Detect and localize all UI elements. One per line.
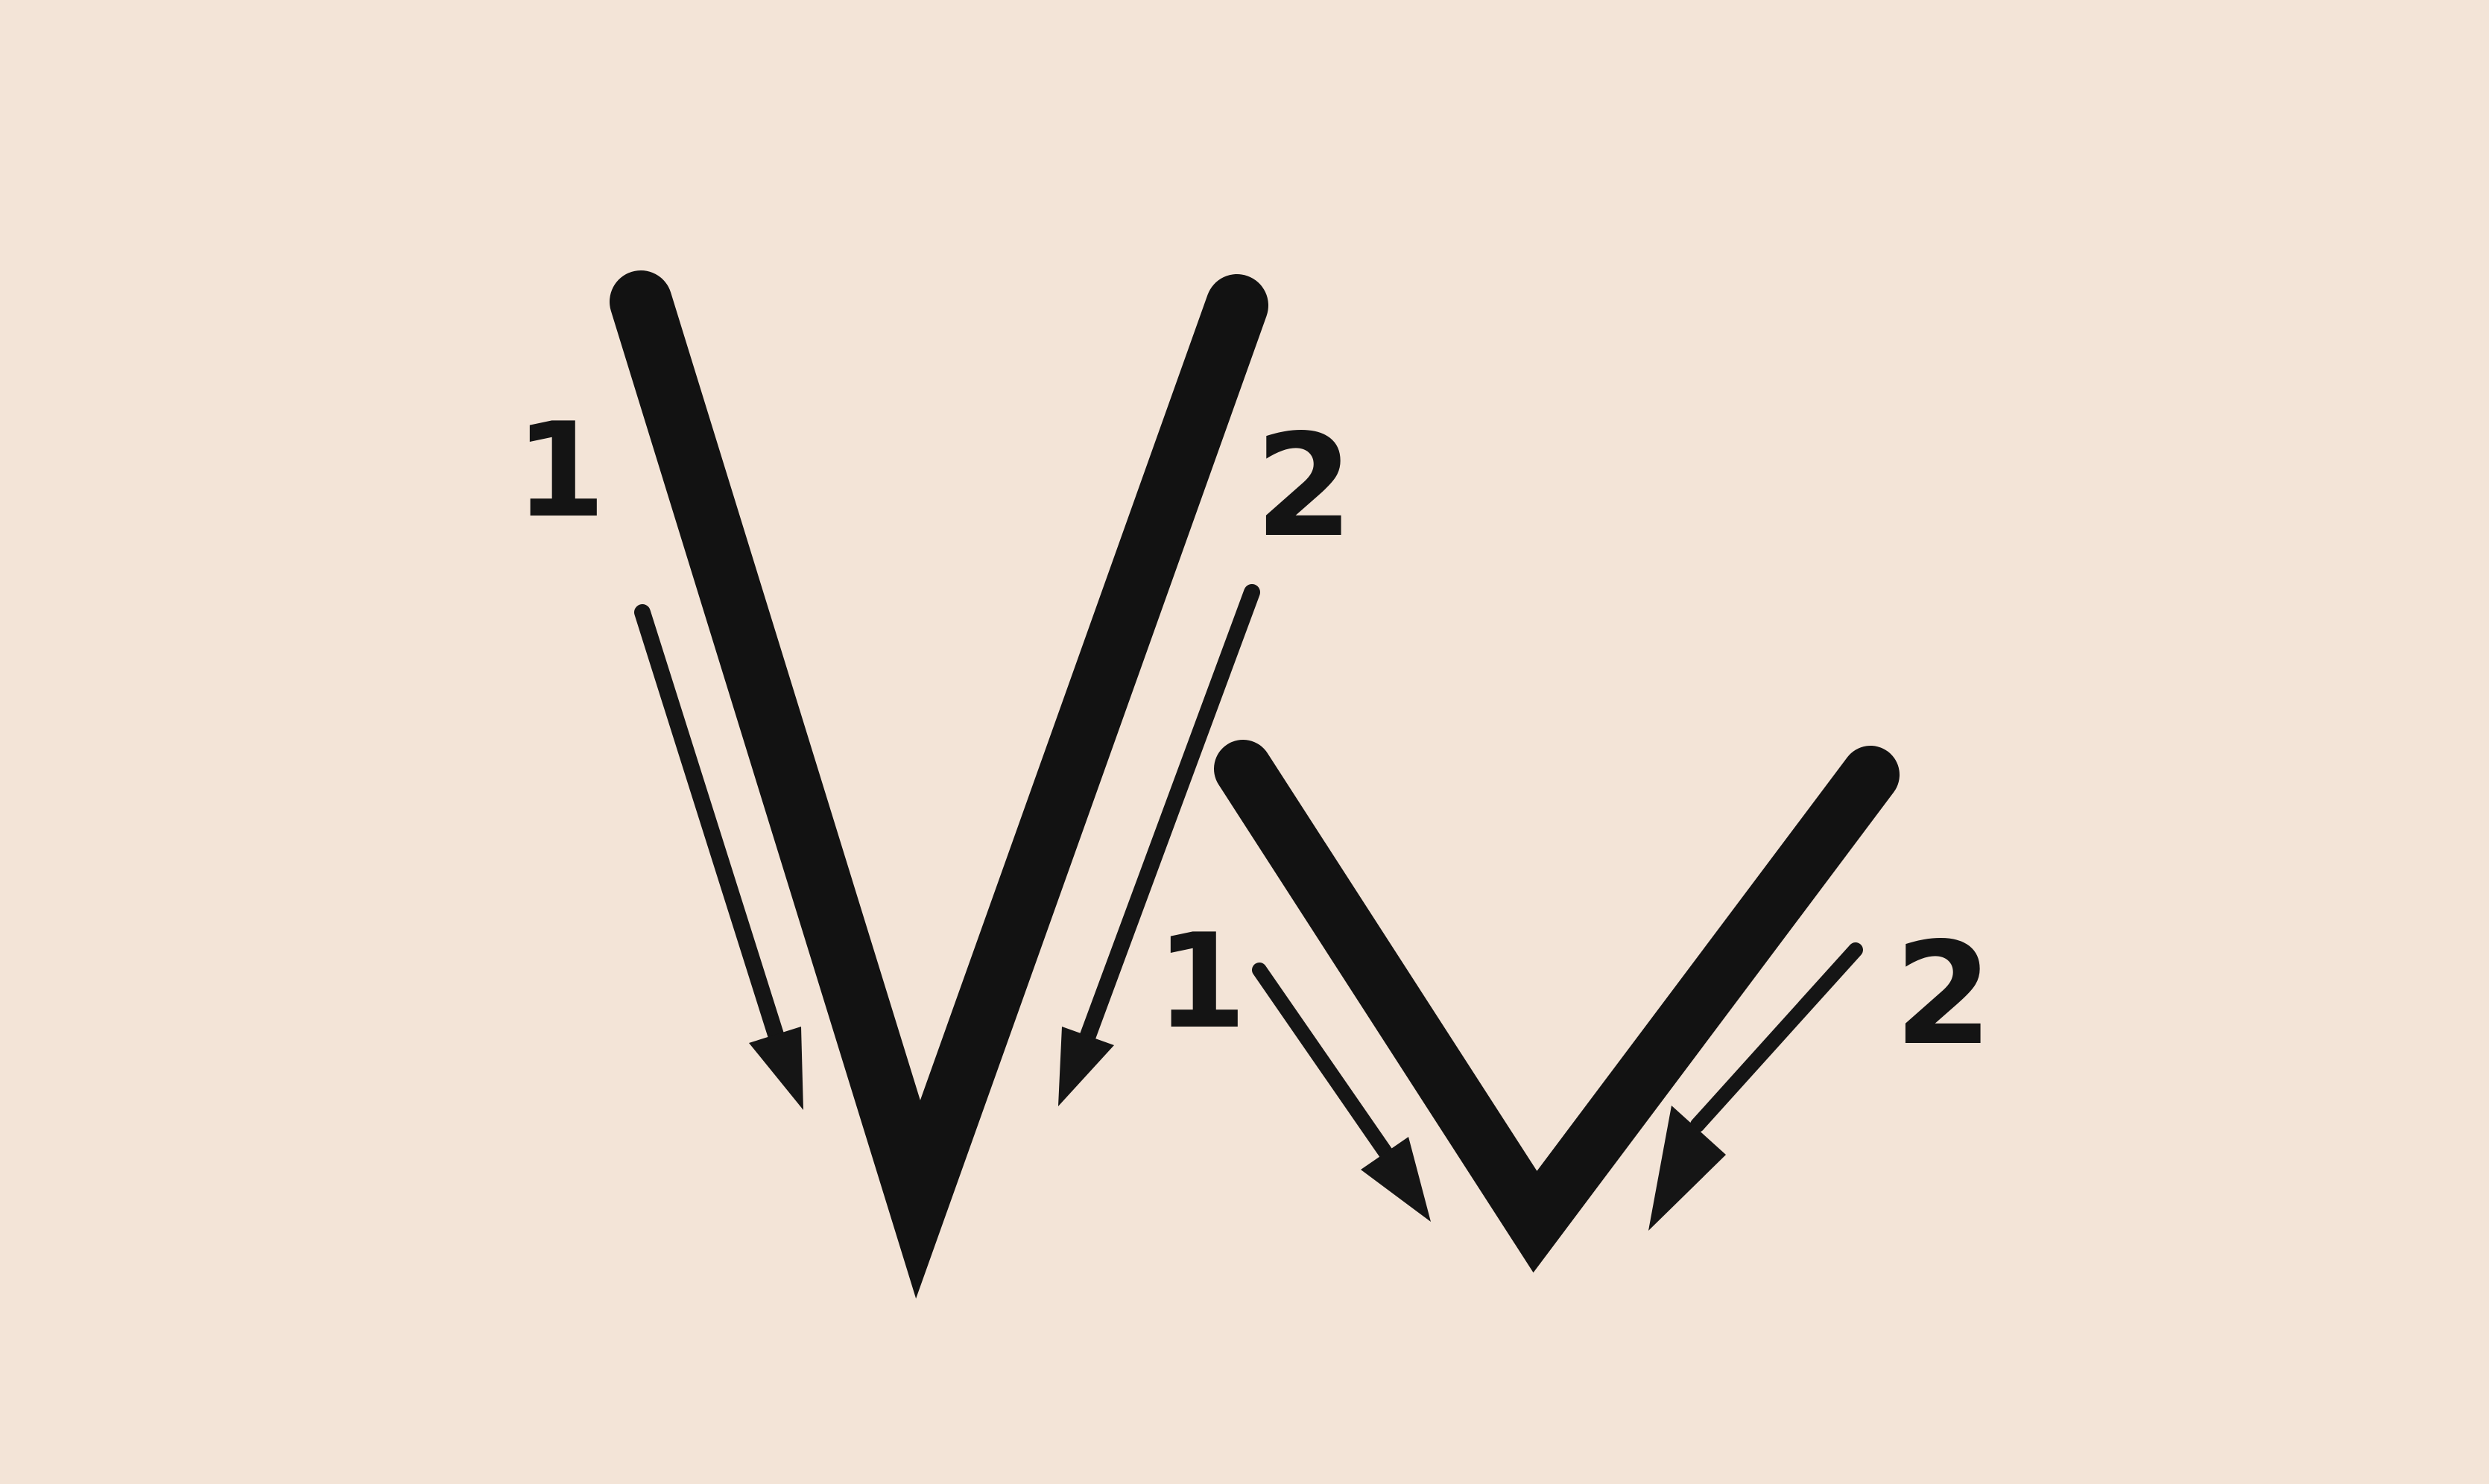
stroke-arrow-v-1 — [634, 604, 803, 1110]
letter-v-large-shape — [610, 270, 1268, 1299]
step-number-v-1: 1 — [515, 396, 606, 547]
letter-v-small-shape — [1214, 740, 1900, 1273]
stroke-arrow-v-2 — [1058, 584, 1260, 1106]
step-number-small-v-1: 1 — [1156, 907, 1247, 1058]
letter-v-large: 1 2 — [515, 270, 1353, 1299]
stroke-arrow-small-v-2 — [1648, 942, 1863, 1231]
stroke-arrow-small-v-1 — [1252, 963, 1431, 1222]
step-number-small-v-2: 2 — [1894, 912, 1993, 1076]
letter-v-small: 1 2 — [1156, 740, 1993, 1273]
step-number-v-2: 2 — [1255, 404, 1353, 568]
